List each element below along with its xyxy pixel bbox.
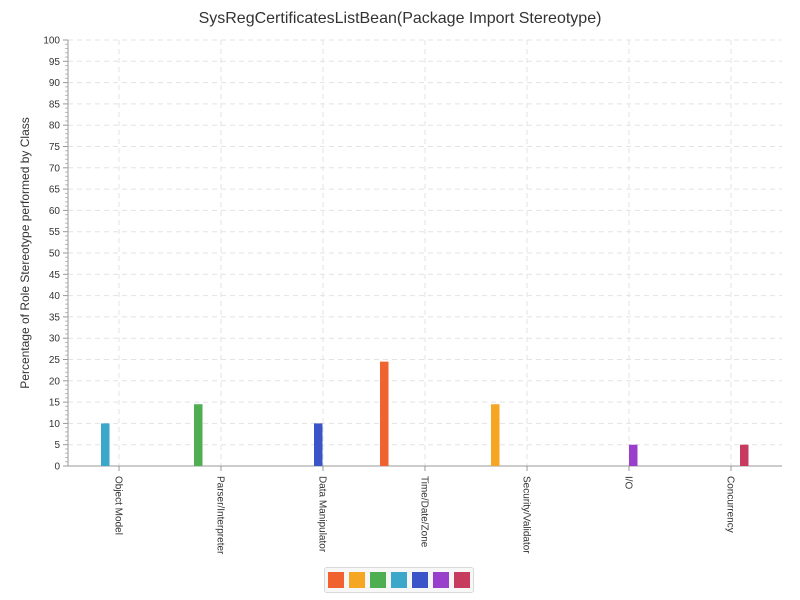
x-tick-label: Object Model — [113, 476, 124, 535]
y-tick-label: 45 — [49, 270, 61, 281]
y-tick-label: 55 — [49, 227, 61, 238]
y-tick-label: 50 — [49, 249, 61, 260]
y-tick-label: 40 — [49, 291, 61, 302]
chart-title: SysRegCertificatesListBean(Package Impor… — [199, 10, 602, 27]
legend-swatch — [454, 572, 470, 588]
bar — [491, 404, 500, 466]
y-tick-label: 5 — [54, 440, 60, 451]
x-tick-label: I/O — [623, 476, 634, 490]
bars — [101, 361, 749, 466]
grid — [68, 39, 782, 466]
y-axis: 0 5 10 15 20 25 30 35 40 45 50 55 60 65 70 75 80 85 90 95 10… — [43, 36, 69, 473]
legend-swatch — [349, 572, 365, 588]
x-tick-label: Time/Date/Zone — [419, 476, 430, 548]
legend-swatch — [391, 572, 407, 588]
x-tick-label: Data Manipulator — [317, 476, 328, 553]
legend-swatch — [412, 572, 428, 588]
y-tick-label: 60 — [49, 206, 61, 217]
legend-swatch — [433, 572, 449, 588]
y-tick-label: 15 — [49, 398, 61, 409]
bar — [380, 361, 389, 466]
y-tick-label: 20 — [49, 376, 61, 387]
y-tick-label: 25 — [49, 355, 61, 366]
y-tick-label: 80 — [49, 121, 61, 132]
y-tick-label: 75 — [49, 142, 61, 153]
y-tick-label: 100 — [43, 36, 60, 47]
y-tick-label: 0 — [54, 462, 60, 473]
bar — [740, 444, 749, 466]
legend-swatch — [370, 572, 386, 588]
y-axis-label: Percentage of Role Stereotype performed … — [18, 117, 32, 388]
x-tick-labels: Object Model Parser/Interpreter Data Manip… — [113, 466, 736, 555]
x-tick-label: Concurrency — [725, 476, 736, 533]
bar — [314, 423, 323, 466]
legend — [324, 567, 474, 593]
bar — [101, 423, 110, 466]
y-tick-label: 65 — [49, 185, 61, 196]
y-tick-label: 70 — [49, 163, 61, 174]
y-tick-label: 10 — [49, 419, 61, 430]
x-tick-label: Security/Validator — [521, 476, 532, 554]
legend-swatch — [328, 572, 344, 588]
y-tick-label: 85 — [49, 99, 61, 110]
y-tick-label: 90 — [49, 78, 61, 89]
bar — [629, 444, 638, 466]
bar — [194, 404, 203, 466]
y-tick-label: 30 — [49, 334, 61, 345]
y-tick-label: 35 — [49, 312, 61, 323]
y-tick-label: 95 — [49, 57, 61, 68]
x-tick-label: Parser/Interpreter — [215, 476, 226, 555]
